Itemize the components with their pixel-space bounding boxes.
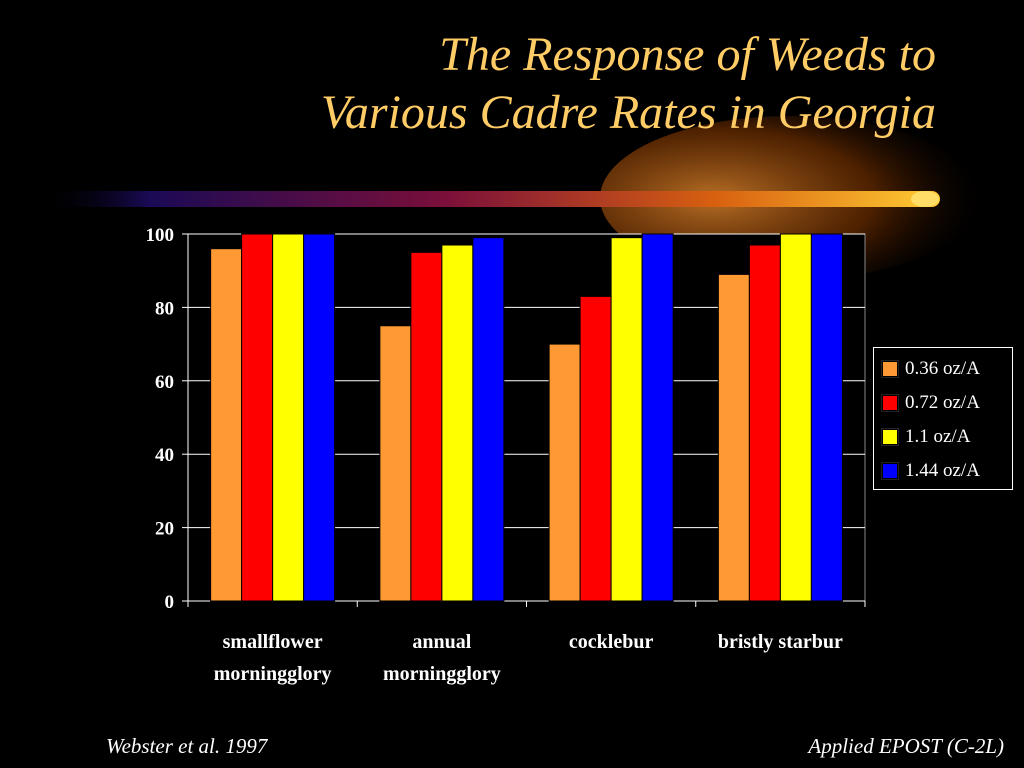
legend-label: 1.44 oz/A bbox=[905, 460, 980, 481]
legend-label: 0.72 oz/A bbox=[905, 392, 980, 413]
slide-title: The Response of Weeds to Various Cadre R… bbox=[36, 26, 936, 142]
y-tick-label: 80 bbox=[155, 298, 174, 319]
legend-item: 0.72 oz/A bbox=[881, 386, 1012, 420]
bar-1-44-oz-a bbox=[472, 237, 505, 602]
legend-item: 1.1 oz/A bbox=[881, 420, 1012, 454]
y-tick-label: 0 bbox=[165, 592, 175, 613]
legend-swatch bbox=[881, 360, 899, 378]
title-line-2: Various Cadre Rates in Georgia bbox=[320, 86, 936, 139]
bar-1-1-oz-a bbox=[272, 233, 305, 602]
x-category-label: morningglory bbox=[383, 663, 501, 685]
legend-item: 0.36 oz/A bbox=[881, 352, 1012, 386]
legend-item: 1.44 oz/A bbox=[881, 454, 1012, 488]
x-category-label: morningglory bbox=[214, 663, 332, 685]
citation-footer: Webster et al. 1997 bbox=[106, 734, 268, 758]
bar-0-72-oz-a bbox=[410, 251, 443, 602]
bar-1-1-oz-a bbox=[441, 244, 474, 602]
chart-legend: 0.36 oz/A 0.72 oz/A 1.1 oz/A 1.44 oz/A bbox=[873, 347, 1013, 490]
legend-label: 0.36 oz/A bbox=[905, 358, 980, 379]
source-footer: Applied EPOST (C-2L) bbox=[808, 734, 1004, 758]
y-tick-label: 20 bbox=[155, 519, 174, 540]
bar-0-72-oz-a bbox=[241, 233, 274, 602]
bar-0-36-oz-a bbox=[379, 325, 412, 602]
legend-swatch bbox=[881, 394, 899, 412]
bar-1-44-oz-a bbox=[810, 233, 843, 602]
bar-0-72-oz-a bbox=[748, 244, 781, 602]
bar-0-36-oz-a bbox=[210, 248, 243, 602]
x-category-label: bristly starbur bbox=[718, 631, 843, 653]
legend-label: 1.1 oz/A bbox=[905, 426, 971, 447]
x-category-label: annual bbox=[412, 631, 471, 653]
legend-swatch bbox=[881, 462, 899, 480]
title-line-1: The Response of Weeds to bbox=[439, 28, 936, 81]
bar-1-1-oz-a bbox=[779, 233, 812, 602]
bar-0-36-oz-a bbox=[548, 343, 581, 602]
bar-0-36-oz-a bbox=[717, 273, 750, 602]
y-tick-label: 100 bbox=[146, 225, 175, 246]
y-tick-label: 40 bbox=[155, 445, 174, 466]
x-category-label: smallflower bbox=[223, 631, 323, 653]
legend-swatch bbox=[881, 428, 899, 446]
bar-1-44-oz-a bbox=[303, 233, 336, 602]
x-category-label: cocklebur bbox=[569, 631, 654, 653]
bar-1-44-oz-a bbox=[641, 233, 674, 602]
bar-0-72-oz-a bbox=[579, 295, 612, 602]
y-tick-label: 60 bbox=[155, 372, 174, 393]
bar-1-1-oz-a bbox=[610, 237, 643, 602]
